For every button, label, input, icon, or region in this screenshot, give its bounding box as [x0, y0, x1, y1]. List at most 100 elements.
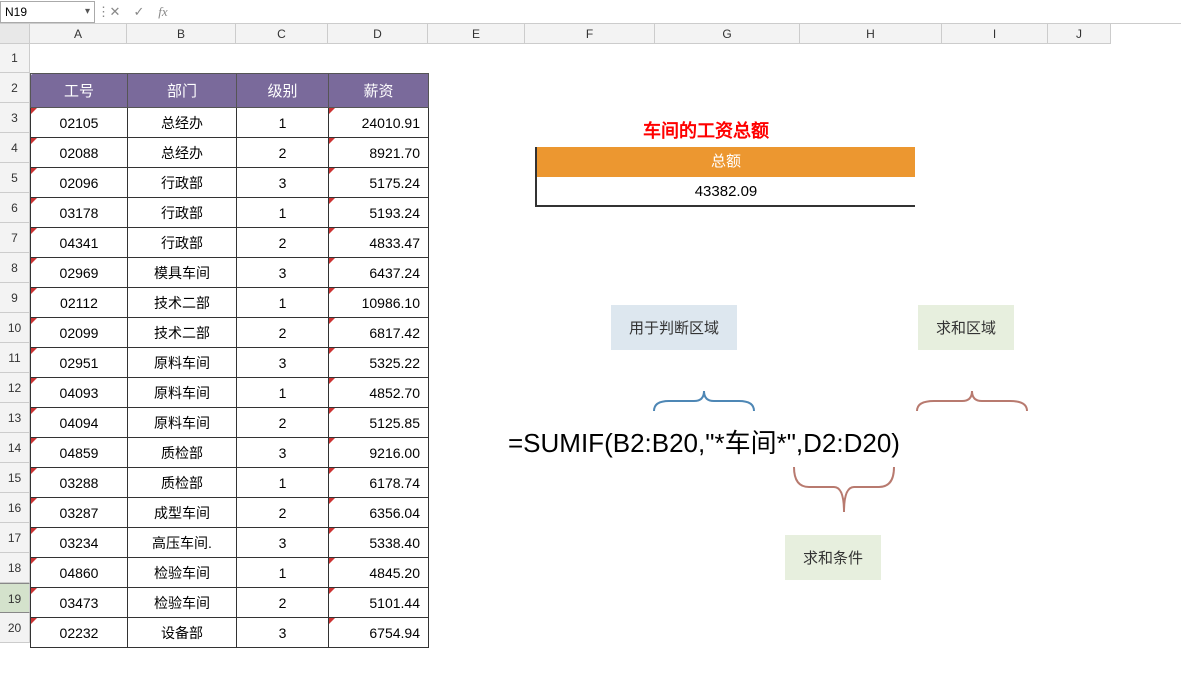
table-cell[interactable]: 总经办 [128, 108, 237, 138]
row-header[interactable]: 16 [0, 493, 30, 523]
table-cell[interactable]: 02232 [31, 618, 128, 648]
row-header[interactable]: 3 [0, 103, 30, 133]
table-cell[interactable]: 总经办 [128, 138, 237, 168]
table-cell[interactable]: 04860 [31, 558, 128, 588]
table-cell[interactable]: 04859 [31, 438, 128, 468]
row-header[interactable]: 1 [0, 44, 30, 73]
table-header-cell[interactable]: 级别 [237, 74, 329, 108]
table-cell[interactable]: 检验车间 [128, 558, 237, 588]
table-cell[interactable]: 4845.20 [329, 558, 429, 588]
column-header[interactable]: B [127, 24, 236, 43]
table-cell[interactable]: 02969 [31, 258, 128, 288]
select-all-corner[interactable] [0, 24, 30, 43]
table-header-cell[interactable]: 部门 [128, 74, 237, 108]
table-cell[interactable]: 5338.40 [329, 528, 429, 558]
table-cell[interactable]: 6437.24 [329, 258, 429, 288]
table-cell[interactable]: 行政部 [128, 228, 237, 258]
column-header[interactable]: C [236, 24, 328, 43]
row-header[interactable]: 12 [0, 373, 30, 403]
table-cell[interactable]: 3 [237, 258, 329, 288]
table-cell[interactable]: 行政部 [128, 198, 237, 228]
table-cell[interactable]: 5193.24 [329, 198, 429, 228]
table-cell[interactable]: 02088 [31, 138, 128, 168]
row-header[interactable]: 2 [0, 73, 30, 103]
table-cell[interactable]: 03178 [31, 198, 128, 228]
row-header[interactable]: 17 [0, 523, 30, 553]
row-header[interactable]: 7 [0, 223, 30, 253]
table-cell[interactable]: 检验车间 [128, 588, 237, 618]
table-cell[interactable]: 质检部 [128, 468, 237, 498]
table-cell[interactable]: 技术二部 [128, 288, 237, 318]
table-cell[interactable]: 03288 [31, 468, 128, 498]
table-cell[interactable]: 9216.00 [329, 438, 429, 468]
table-cell[interactable]: 1 [237, 378, 329, 408]
formula-input[interactable] [175, 1, 1181, 23]
row-header[interactable]: 6 [0, 193, 30, 223]
row-header[interactable]: 9 [0, 283, 30, 313]
column-header[interactable]: D [328, 24, 428, 43]
table-cell[interactable]: 2 [237, 318, 329, 348]
row-header[interactable]: 11 [0, 343, 30, 373]
name-box[interactable]: N19 ▾ [0, 1, 95, 23]
table-cell[interactable]: 1 [237, 198, 329, 228]
column-header[interactable]: E [428, 24, 525, 43]
chevron-down-icon[interactable]: ▾ [85, 6, 90, 17]
table-cell[interactable]: 2 [237, 498, 329, 528]
confirm-icon[interactable]: ✓ [127, 4, 151, 20]
table-cell[interactable]: 6817.42 [329, 318, 429, 348]
table-cell[interactable]: 04093 [31, 378, 128, 408]
table-header-cell[interactable]: 薪资 [329, 74, 429, 108]
table-cell[interactable]: 原料车间 [128, 348, 237, 378]
table-cell[interactable]: 02112 [31, 288, 128, 318]
row-header[interactable]: 18 [0, 553, 30, 583]
table-cell[interactable]: 2 [237, 138, 329, 168]
table-cell[interactable]: 1 [237, 108, 329, 138]
column-header[interactable]: J [1048, 24, 1111, 43]
row-header[interactable]: 13 [0, 403, 30, 433]
table-cell[interactable]: 2 [237, 228, 329, 258]
table-cell[interactable]: 设备部 [128, 618, 237, 648]
table-cell[interactable]: 成型车间 [128, 498, 237, 528]
table-cell[interactable]: 5325.22 [329, 348, 429, 378]
table-cell[interactable]: 3 [237, 438, 329, 468]
column-header[interactable]: F [525, 24, 655, 43]
table-cell[interactable]: 02096 [31, 168, 128, 198]
table-cell[interactable]: 6178.74 [329, 468, 429, 498]
row-header[interactable]: 15 [0, 463, 30, 493]
table-cell[interactable]: 模具车间 [128, 258, 237, 288]
table-cell[interactable]: 5175.24 [329, 168, 429, 198]
table-cell[interactable]: 2 [237, 408, 329, 438]
table-cell[interactable]: 1 [237, 468, 329, 498]
table-cell[interactable]: 原料车间 [128, 408, 237, 438]
row-header[interactable]: 5 [0, 163, 30, 193]
row-header[interactable]: 8 [0, 253, 30, 283]
table-cell[interactable]: 03234 [31, 528, 128, 558]
table-cell[interactable]: 6754.94 [329, 618, 429, 648]
table-cell[interactable]: 4852.70 [329, 378, 429, 408]
table-cell[interactable]: 6356.04 [329, 498, 429, 528]
table-cell[interactable]: 10986.10 [329, 288, 429, 318]
fx-icon[interactable]: fx [151, 4, 175, 20]
table-cell[interactable]: 原料车间 [128, 378, 237, 408]
table-cell[interactable]: 04341 [31, 228, 128, 258]
table-cell[interactable]: 8921.70 [329, 138, 429, 168]
table-cell[interactable]: 03287 [31, 498, 128, 528]
row-header[interactable]: 19 [0, 583, 30, 613]
table-cell[interactable]: 3 [237, 348, 329, 378]
table-cell[interactable]: 1 [237, 288, 329, 318]
table-cell[interactable]: 5101.44 [329, 588, 429, 618]
table-cell[interactable]: 1 [237, 558, 329, 588]
row-header[interactable]: 4 [0, 133, 30, 163]
table-cell[interactable]: 24010.91 [329, 108, 429, 138]
table-cell[interactable]: 02099 [31, 318, 128, 348]
table-cell[interactable]: 4833.47 [329, 228, 429, 258]
column-header[interactable]: H [800, 24, 942, 43]
table-cell[interactable]: 行政部 [128, 168, 237, 198]
table-cell[interactable]: 质检部 [128, 438, 237, 468]
cancel-icon[interactable]: ✕ [103, 4, 127, 20]
table-cell[interactable]: 3 [237, 528, 329, 558]
column-header[interactable]: I [942, 24, 1048, 43]
table-cell[interactable]: 3 [237, 618, 329, 648]
table-cell[interactable]: 高压车间. [128, 528, 237, 558]
table-cell[interactable]: 2 [237, 588, 329, 618]
